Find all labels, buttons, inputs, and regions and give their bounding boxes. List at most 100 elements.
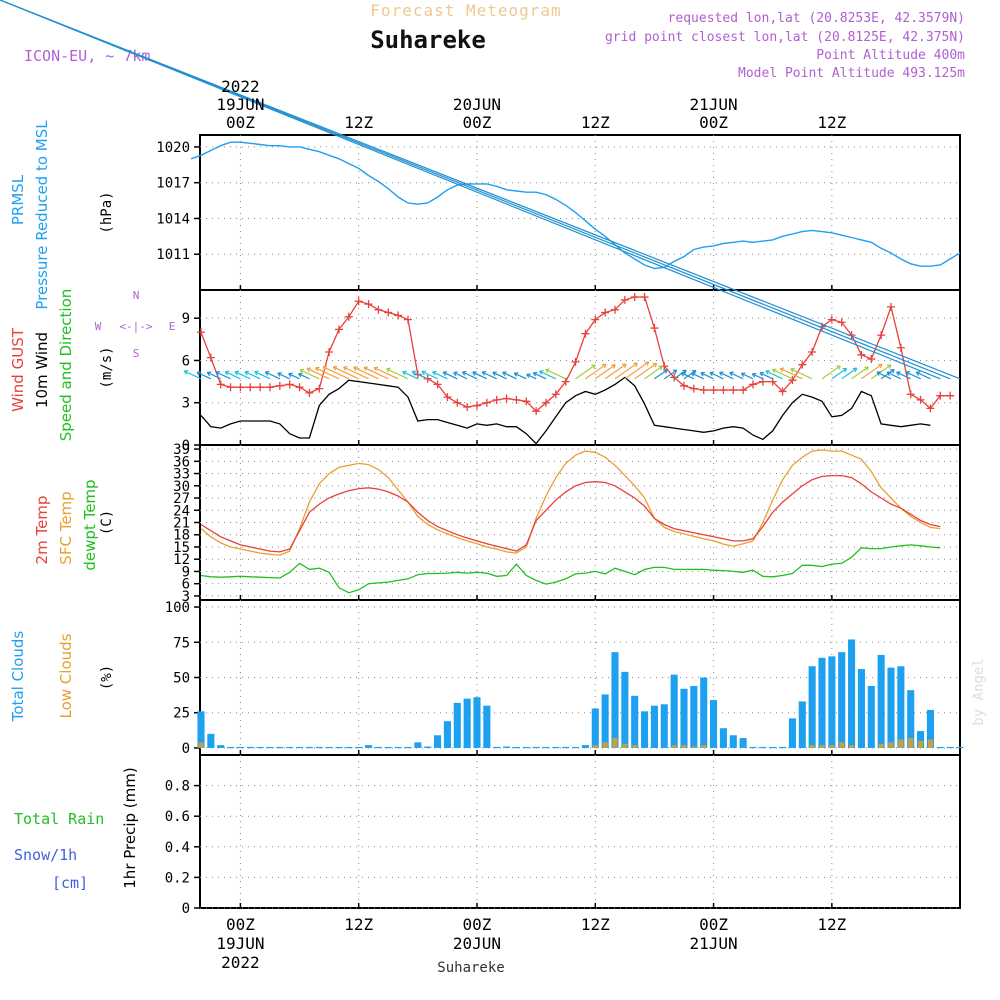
wind-arrow-head (680, 371, 686, 377)
wind-arrow-head (453, 371, 458, 377)
gust-point (246, 383, 255, 392)
pressure-line (190, 141, 961, 270)
wind-arrow (472, 371, 488, 380)
gust-point (443, 393, 452, 402)
wind-arrow (886, 371, 902, 380)
total-clouds-bar (365, 745, 373, 748)
gust-point (610, 305, 619, 314)
wind-arrow (779, 367, 803, 380)
total-clouds-label: Total Clouds (9, 631, 27, 723)
total-clouds-bar (552, 746, 560, 749)
y-tick-label: 30 (173, 479, 190, 495)
gust-point (936, 391, 945, 400)
wind-arrow (234, 371, 251, 380)
wind-arrow (575, 364, 596, 380)
gust-point (403, 315, 412, 324)
gust-point (837, 318, 846, 327)
low-clouds-bar (908, 738, 914, 748)
gust-point (354, 297, 363, 306)
gust-point (196, 328, 205, 337)
total-clouds-bar (325, 746, 333, 749)
wind-arrow (0, 0, 961, 380)
wind-arrow (0, 0, 951, 380)
gust-point (256, 383, 265, 392)
temp-line (200, 474, 941, 553)
total-clouds-bar (453, 702, 461, 748)
wind-compass: N W <-|-> E S (95, 289, 176, 360)
wind-arrow (363, 366, 389, 380)
gust-point (699, 386, 708, 395)
wind-arrow-head (876, 371, 881, 376)
wind-arrow (654, 369, 668, 380)
footer-location: Suhareke (437, 960, 504, 976)
gust-point (630, 293, 639, 302)
wind-arrow-head (254, 370, 259, 376)
gust-point (522, 397, 531, 406)
wind-arrow (343, 366, 369, 380)
gust-point (561, 377, 570, 386)
gust-point (551, 390, 560, 399)
gust-point (877, 331, 886, 340)
y-tick-label: 15 (173, 540, 190, 556)
gust-point (748, 380, 757, 389)
total-clouds-bar (473, 697, 481, 748)
wind-arrow (683, 370, 697, 380)
wind-arrow-head (306, 367, 312, 373)
low-clouds-label: Low Clouds (57, 633, 75, 718)
y-tick-label: 0.6 (165, 809, 190, 825)
y-tick-label: 21 (173, 516, 190, 532)
total-clouds-bar (887, 667, 895, 748)
total-clouds-bar (700, 677, 708, 748)
units-label: (m/s) (99, 346, 115, 388)
total-clouds-bar (897, 666, 905, 748)
low-clouds-bar (829, 745, 835, 748)
wind-arrow-head (915, 371, 921, 376)
gust-point (788, 376, 797, 385)
total-clouds-bar (217, 745, 225, 748)
total-clouds-bar (828, 656, 836, 748)
y-tick-label: 100 (165, 600, 190, 616)
wind-arrow (634, 362, 658, 380)
wind-arrow-head (421, 370, 427, 376)
wind-arrow-head (690, 372, 696, 377)
wind-arrow (741, 372, 754, 380)
total-clouds-bar (907, 690, 915, 748)
top-time-label: 00Z (699, 113, 728, 132)
wind-arrow-head (852, 367, 858, 373)
dewpt-line (200, 544, 941, 594)
wind-arrow-head (682, 369, 687, 375)
y-tick-label: 0 (182, 741, 190, 757)
gust-point (778, 387, 787, 396)
wind-arrow (254, 371, 271, 380)
y-tick-label: 0.8 (165, 779, 190, 795)
compass-east: E (169, 320, 176, 333)
low-clouds-bar (849, 745, 855, 748)
units-label: (%) (99, 665, 115, 690)
wind-arrow-head (513, 372, 519, 377)
wind-arrow-head (545, 368, 550, 374)
wind-arrow (306, 367, 330, 380)
total-clouds-bar (660, 704, 668, 748)
wind-arrow (196, 371, 212, 380)
gust-point (896, 343, 905, 352)
gust-point (285, 380, 294, 389)
wind-arrow-head (196, 371, 202, 377)
gust-point (482, 398, 491, 407)
total-rain-label: Total Rain (14, 810, 104, 828)
total-clouds-bar (236, 746, 244, 749)
precip-units-label: 1hr Precip (mm) (121, 767, 139, 888)
gust-point (374, 305, 383, 314)
y-tick-label: 1017 (156, 176, 190, 192)
wind-arrow (288, 373, 300, 380)
low-clouds-bar (622, 743, 628, 748)
y-tick-label: 0 (182, 438, 190, 454)
dewpt-temp-label: dewpt Temp (81, 479, 99, 570)
top-time-label: 12Z (344, 113, 373, 132)
total-clouds-bar (493, 746, 501, 749)
wind-arrow-head (353, 366, 358, 371)
y-tick-label: 0.4 (165, 840, 190, 856)
total-clouds-bar (227, 746, 235, 749)
wind-arrow-head (886, 364, 892, 369)
total-clouds-bar (749, 746, 757, 749)
